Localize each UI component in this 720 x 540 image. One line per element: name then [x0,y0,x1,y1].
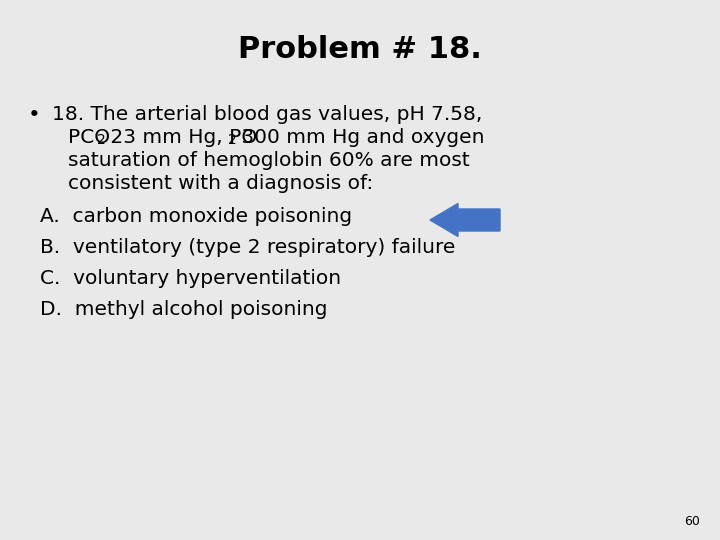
Text: 2: 2 [97,133,106,147]
Text: consistent with a diagnosis of:: consistent with a diagnosis of: [68,174,373,193]
Text: 300 mm Hg and oxygen: 300 mm Hg and oxygen [235,128,485,147]
Text: saturation of hemoglobin 60% are most: saturation of hemoglobin 60% are most [68,151,469,170]
Text: •: • [28,105,41,125]
Text: B.  ventilatory (type 2 respiratory) failure: B. ventilatory (type 2 respiratory) fail… [40,238,455,257]
Text: 23 mm Hg, PO: 23 mm Hg, PO [104,128,257,147]
Text: 18. The arterial blood gas values, pH 7.58,: 18. The arterial blood gas values, pH 7.… [52,105,482,124]
Text: D.  methyl alcohol poisoning: D. methyl alcohol poisoning [40,300,328,319]
Text: A.  carbon monoxide poisoning: A. carbon monoxide poisoning [40,207,352,226]
Text: Problem # 18.: Problem # 18. [238,35,482,64]
Text: 2: 2 [228,133,237,147]
Text: 60: 60 [684,515,700,528]
Text: C.  voluntary hyperventilation: C. voluntary hyperventilation [40,269,341,288]
FancyArrow shape [430,204,500,237]
Text: PCO: PCO [68,128,110,147]
